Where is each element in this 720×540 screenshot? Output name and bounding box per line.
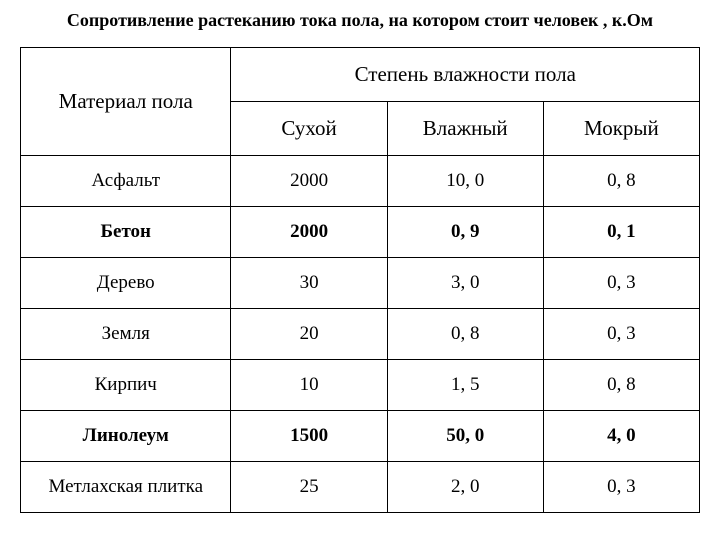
value-cell: 20	[231, 309, 387, 360]
table-body: Асфальт 2000 10, 0 0, 8 Бетон 2000 0, 9 …	[21, 156, 700, 513]
value-cell: 10, 0	[387, 156, 543, 207]
table-row: Бетон 2000 0, 9 0, 1	[21, 207, 700, 258]
value-cell: 0, 3	[543, 309, 699, 360]
value-cell: 0, 3	[543, 258, 699, 309]
value-cell: 0, 8	[387, 309, 543, 360]
row-header-cell: Материал пола	[21, 48, 231, 156]
value-cell: 2000	[231, 207, 387, 258]
material-cell: Кирпич	[21, 360, 231, 411]
value-cell: 0, 8	[543, 360, 699, 411]
page-title: Сопротивление растеканию тока пола, на к…	[20, 10, 700, 31]
value-cell: 1500	[231, 411, 387, 462]
group-header-cell: Степень влажности пола	[231, 48, 700, 102]
value-cell: 3, 0	[387, 258, 543, 309]
value-cell: 0, 3	[543, 462, 699, 513]
table-row: Земля 20 0, 8 0, 3	[21, 309, 700, 360]
table-row: Кирпич 10 1, 5 0, 8	[21, 360, 700, 411]
table-row: Дерево 30 3, 0 0, 3	[21, 258, 700, 309]
value-cell: 0, 8	[543, 156, 699, 207]
table-row: Линолеум 1500 50, 0 4, 0	[21, 411, 700, 462]
value-cell: 4, 0	[543, 411, 699, 462]
value-cell: 30	[231, 258, 387, 309]
material-cell: Бетон	[21, 207, 231, 258]
material-cell: Метлахская плитка	[21, 462, 231, 513]
value-cell: 10	[231, 360, 387, 411]
material-cell: Линолеум	[21, 411, 231, 462]
table-row: Асфальт 2000 10, 0 0, 8	[21, 156, 700, 207]
value-cell: 2, 0	[387, 462, 543, 513]
value-cell: 0, 1	[543, 207, 699, 258]
value-cell: 0, 9	[387, 207, 543, 258]
page-container: Сопротивление растеканию тока пола, на к…	[0, 0, 720, 533]
table-row: Метлахская плитка 25 2, 0 0, 3	[21, 462, 700, 513]
col-header-1: Влажный	[387, 102, 543, 156]
value-cell: 2000	[231, 156, 387, 207]
material-cell: Дерево	[21, 258, 231, 309]
value-cell: 25	[231, 462, 387, 513]
col-header-2: Мокрый	[543, 102, 699, 156]
value-cell: 1, 5	[387, 360, 543, 411]
header-row-1: Материал пола Степень влажности пола	[21, 48, 700, 102]
col-header-0: Сухой	[231, 102, 387, 156]
material-cell: Земля	[21, 309, 231, 360]
material-cell: Асфальт	[21, 156, 231, 207]
resistance-table: Материал пола Степень влажности пола Сух…	[20, 47, 700, 513]
value-cell: 50, 0	[387, 411, 543, 462]
